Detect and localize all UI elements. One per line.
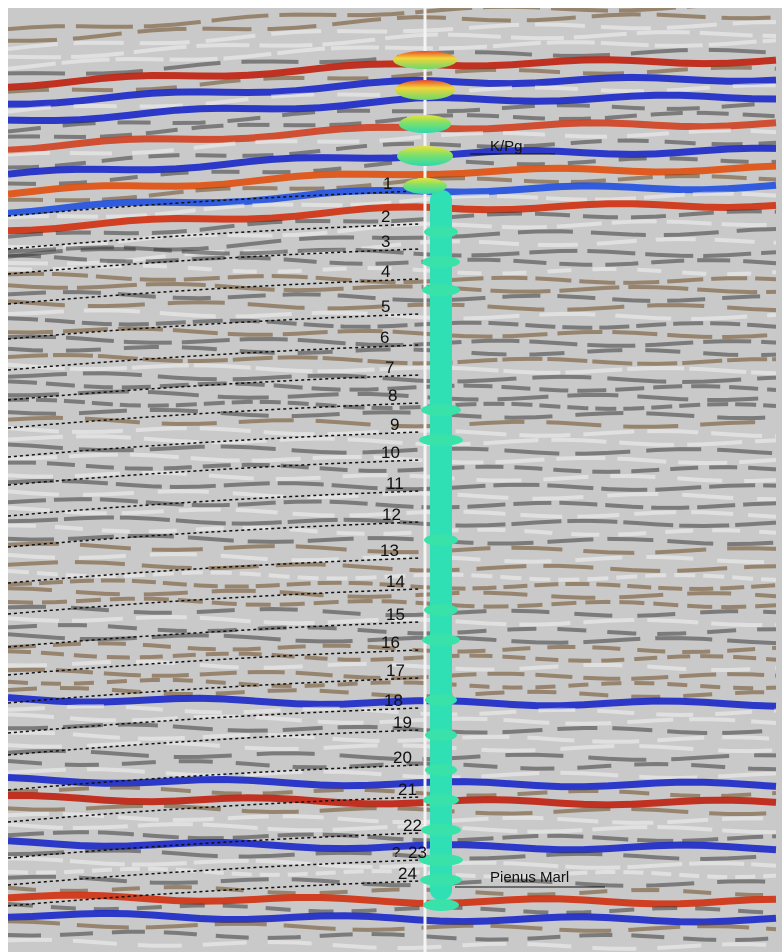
log-peak xyxy=(393,51,457,69)
log-peak xyxy=(422,256,460,268)
horizon-label: 4 xyxy=(381,262,390,281)
log-peak xyxy=(425,694,457,706)
top-label: K/Pg xyxy=(490,138,523,155)
log-peak xyxy=(422,284,460,296)
horizon-label: 2 xyxy=(381,207,390,226)
horizon-label: 22 xyxy=(403,816,422,835)
log-peak xyxy=(423,899,459,911)
page: {"horizons": {"labels": ["1","2","3","4"… xyxy=(0,0,782,952)
base-label: Pienus Marl xyxy=(490,869,569,886)
horizon-label: 11 xyxy=(386,474,404,493)
log-peak xyxy=(425,764,457,776)
log-peak xyxy=(425,729,457,741)
horizon-label: 23 xyxy=(408,843,427,862)
log-peak xyxy=(424,226,458,238)
log-peak xyxy=(419,434,463,446)
log-peak xyxy=(423,794,459,806)
horizon-label: 8 xyxy=(388,386,397,405)
log-peak xyxy=(399,115,451,133)
horizon-label: 12 xyxy=(382,505,401,524)
horizon-label: 24 xyxy=(398,864,417,883)
horizon-label: 10 xyxy=(381,443,400,462)
seismic-section: 123456789101112131415161718192021222324 … xyxy=(0,0,782,952)
horizon-label: 14 xyxy=(386,572,405,591)
horizon-label: 16 xyxy=(381,633,400,652)
horizon-label: 7 xyxy=(385,358,394,377)
horizon-label: 5 xyxy=(381,297,390,316)
log-peak xyxy=(424,604,458,616)
log-peak xyxy=(397,146,453,166)
log-peak xyxy=(420,874,462,886)
log-peak xyxy=(424,534,458,546)
horizon-label: 1 xyxy=(383,174,392,193)
horizon-label: 3 xyxy=(381,232,390,251)
horizon-label: 19 xyxy=(393,713,412,732)
horizon-label: 18 xyxy=(384,691,403,710)
log-peak xyxy=(421,404,461,416)
horizon-label: 17 xyxy=(386,661,405,680)
horizon-label: 15 xyxy=(386,605,405,624)
log-peak xyxy=(395,80,455,100)
horizon-label: 20 xyxy=(393,748,412,767)
horizon-label: 21 xyxy=(398,780,417,799)
log-peak xyxy=(421,824,461,836)
log-peak xyxy=(422,634,460,646)
horizon-label: 6 xyxy=(380,328,389,347)
log-peak xyxy=(403,178,447,194)
horizon-label: 13 xyxy=(380,541,399,560)
uncertain-mark: ? xyxy=(392,844,400,861)
horizon-label: 9 xyxy=(390,415,399,434)
